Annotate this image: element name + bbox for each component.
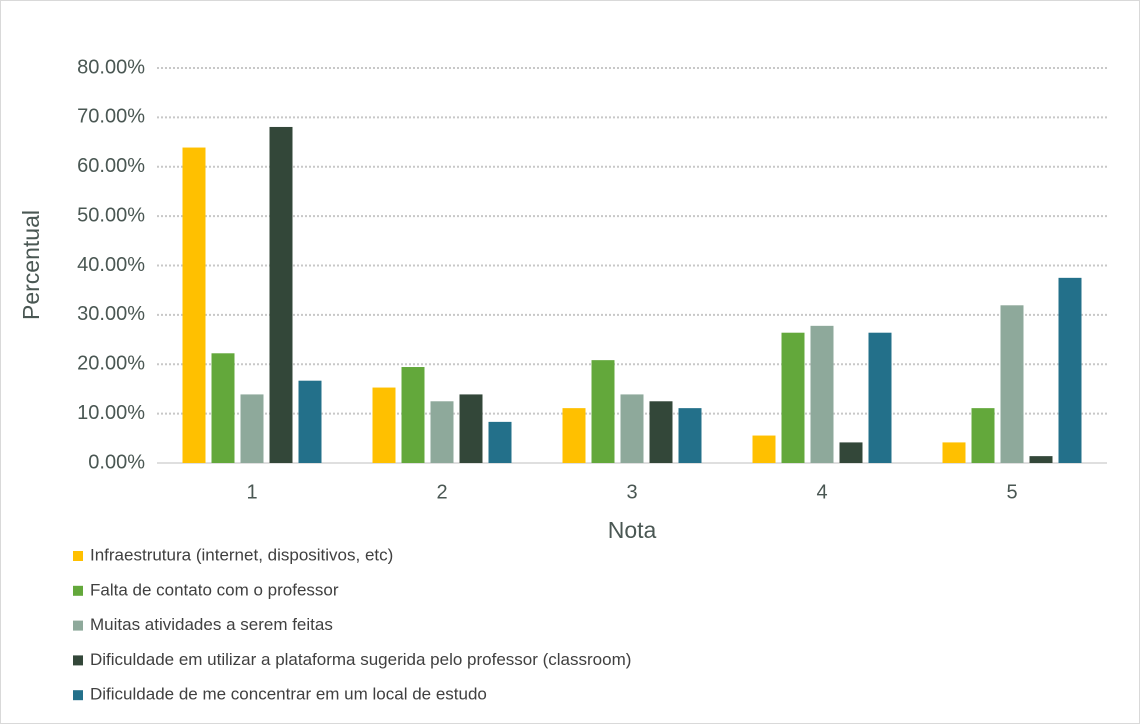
x-tick-label: 4: [816, 481, 827, 503]
y-tick-label: 70.00%: [77, 106, 145, 128]
bar: [240, 394, 264, 463]
y-tick-label: 0.00%: [88, 451, 145, 473]
legend-label: Infraestrutura (internet, dispositivos, …: [90, 545, 393, 564]
bar: [591, 360, 615, 463]
bar: [839, 442, 863, 463]
bar: [269, 126, 293, 464]
y-tick-label: 30.00%: [77, 303, 145, 325]
bar: [1058, 277, 1082, 463]
x-tick-label: 3: [626, 481, 637, 503]
bar: [678, 408, 702, 463]
legend-label: Muitas atividades a serem feitas: [90, 615, 333, 634]
x-tick-label: 2: [436, 481, 447, 503]
x-tick-label: 1: [246, 481, 257, 503]
bar: [942, 442, 966, 463]
bar: [182, 147, 206, 463]
bar: [372, 387, 396, 463]
bar: [488, 421, 512, 463]
y-tick-label: 50.00%: [77, 204, 145, 226]
bar: [430, 401, 454, 463]
y-tick-label: 40.00%: [77, 254, 145, 276]
bar: [459, 394, 483, 463]
legend-swatch: [73, 655, 83, 666]
x-axis-title: Nota: [608, 517, 657, 543]
y-axis-title: Percentual: [18, 210, 44, 320]
legend-label: Dificuldade em utilizar a plataforma sug…: [90, 650, 631, 669]
y-tick-label: 10.00%: [77, 402, 145, 424]
legend-swatch: [73, 620, 83, 631]
bar: [562, 408, 586, 463]
bar: [298, 380, 322, 463]
bar: [1000, 305, 1024, 463]
bar: [649, 401, 673, 463]
bar: [1029, 456, 1053, 463]
bar: [971, 408, 995, 463]
bar: [781, 332, 805, 463]
legend-label: Falta de contato com o professor: [90, 580, 339, 599]
legend-swatch: [73, 690, 83, 701]
bar: [752, 435, 776, 463]
bar: [810, 325, 834, 463]
y-tick-label: 80.00%: [77, 56, 145, 78]
x-tick-label: 5: [1006, 481, 1017, 503]
y-tick-label: 20.00%: [77, 353, 145, 375]
bar: [868, 332, 892, 463]
legend-swatch: [73, 551, 83, 561]
bar: [620, 394, 644, 463]
y-tick-label: 60.00%: [77, 155, 145, 177]
legend-label: Dificuldade de me concentrar em um local…: [90, 685, 487, 704]
bar: [401, 367, 425, 463]
legend-swatch: [73, 585, 83, 596]
bar: [211, 353, 235, 463]
